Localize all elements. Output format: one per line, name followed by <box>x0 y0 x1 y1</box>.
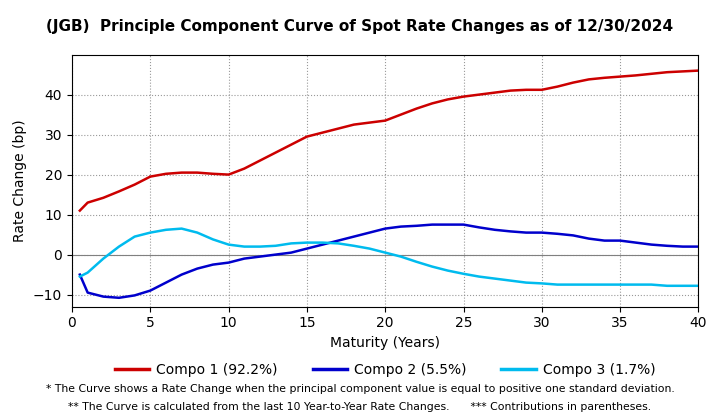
Text: (JGB)  Principle Component Curve of Spot Rate Changes as of 12/30/2024: (JGB) Principle Component Curve of Spot … <box>46 19 674 34</box>
Legend: Compo 1 (92.2%), Compo 2 (5.5%), Compo 3 (1.7%): Compo 1 (92.2%), Compo 2 (5.5%), Compo 3… <box>109 358 661 383</box>
Text: * The Curve shows a Rate Change when the principal component value is equal to p: * The Curve shows a Rate Change when the… <box>45 383 675 394</box>
Text: ** The Curve is calculated from the last 10 Year-to-Year Rate Changes.      *** : ** The Curve is calculated from the last… <box>68 402 652 412</box>
X-axis label: Maturity (Years): Maturity (Years) <box>330 336 440 350</box>
Y-axis label: Rate Change (bp): Rate Change (bp) <box>14 119 27 242</box>
